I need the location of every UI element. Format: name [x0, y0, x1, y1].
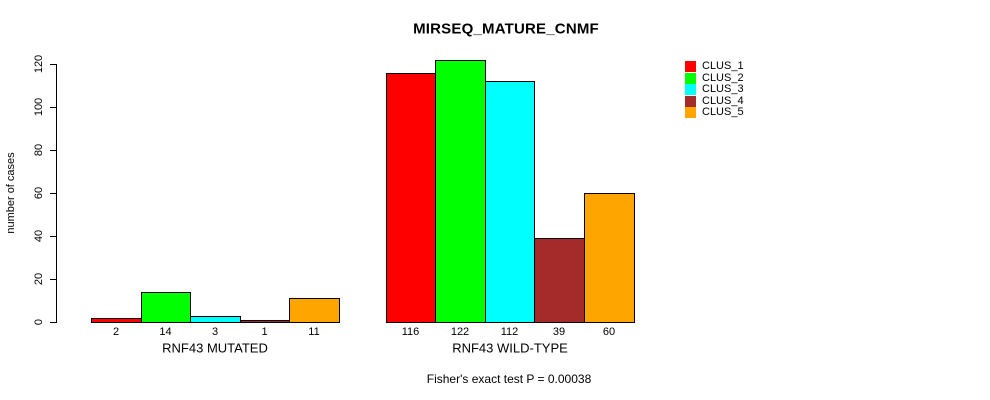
y-tick-label: 40 [33, 229, 45, 243]
legend-item-clus_3: CLUS_3 [685, 84, 744, 96]
bar-clus_3-mutated [190, 316, 241, 323]
bar-value-label: 112 [500, 326, 519, 338]
legend-swatch-icon [685, 95, 696, 107]
y-tick-mark [50, 322, 56, 323]
bar-value-label: 39 [552, 326, 566, 338]
bar-clus_2-mutated [141, 292, 191, 323]
bar-value-label: 14 [159, 326, 172, 338]
bar-value-label: 60 [602, 326, 616, 338]
bar-value-label: 1 [261, 326, 268, 338]
bar-value-label: 122 [450, 326, 470, 338]
legend-item-clus_1: CLUS_1 [685, 61, 744, 73]
y-tick-label: 80 [33, 143, 45, 157]
y-axis-line [56, 64, 57, 323]
bar-clus_4-mutated [240, 320, 290, 323]
legend-swatch-icon [685, 84, 696, 96]
group-label: RNF43 MUTATED [162, 340, 268, 356]
legend-label: CLUS_5 [702, 106, 744, 119]
y-tick-mark [50, 279, 56, 280]
bar-value-label: 116 [401, 326, 420, 338]
y-tick-label: 100 [33, 97, 45, 117]
legend-label: CLUS_2 [702, 71, 744, 84]
bar-clus_3-wildtype [485, 81, 535, 323]
bar-clus_1-mutated [91, 318, 142, 323]
bar-clus_4-wildtype [534, 238, 585, 323]
legend-swatch-icon [685, 72, 696, 84]
statistical-test-caption: Fisher's exact test P = 0.00038 [426, 372, 592, 386]
y-tick-mark [50, 236, 56, 237]
bar-clus_1-wildtype [386, 73, 436, 323]
legend-label: CLUS_3 [702, 83, 744, 96]
y-tick-label: 120 [33, 54, 45, 74]
y-tick-label: 20 [33, 272, 45, 286]
y-axis-label: number of cases [5, 152, 17, 234]
legend-label: CLUS_4 [702, 94, 744, 107]
group-label: RNF43 WILD-TYPE [452, 340, 568, 356]
legend-item-clus_5: CLUS_5 [685, 107, 744, 119]
bar-clus_2-wildtype [435, 60, 486, 323]
y-tick-label: 60 [33, 186, 45, 200]
y-tick-mark [50, 150, 56, 151]
bar-value-label: 3 [211, 326, 219, 338]
y-tick-mark [50, 193, 56, 194]
y-tick-label: 0 [33, 318, 45, 326]
legend-item-clus_2: CLUS_2 [685, 71, 744, 85]
legend-swatch-icon [685, 107, 696, 119]
bar-value-label: 11 [308, 326, 320, 338]
y-tick-mark [50, 107, 56, 108]
legend-swatch-icon [685, 61, 696, 73]
bar-value-label: 2 [112, 326, 120, 338]
legend: CLUS_1 CLUS_2 CLUS_3 CLUS_4 CLUS_5 [685, 61, 744, 119]
bar-clus_5-mutated [289, 298, 340, 323]
chart-title: MIRSEQ_MATURE_CNMF [413, 20, 599, 38]
bar-clus_5-wildtype [584, 193, 635, 323]
legend-label: CLUS_1 [702, 60, 744, 73]
y-tick-mark [50, 64, 56, 65]
legend-item-clus_4: CLUS_4 [685, 94, 744, 108]
